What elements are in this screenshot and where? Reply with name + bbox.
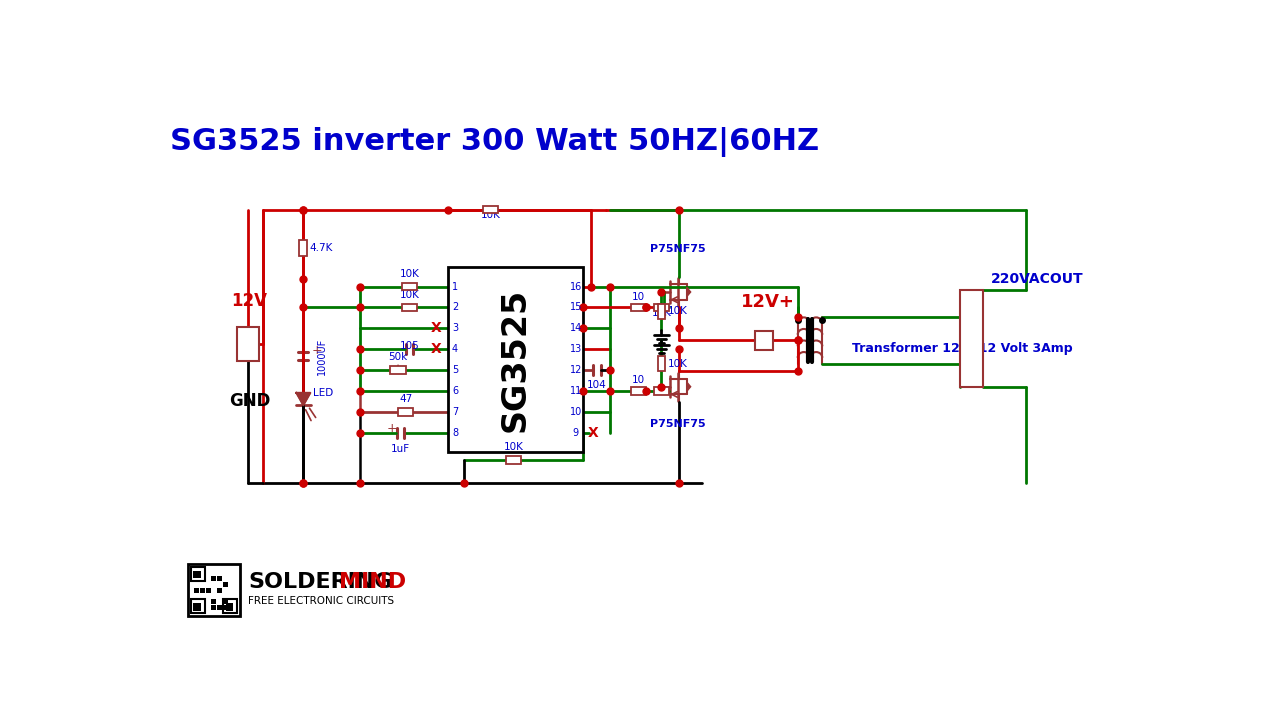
Bar: [237, 328, 259, 361]
Text: 10K: 10K: [503, 442, 524, 452]
Text: LED: LED: [314, 388, 334, 398]
Text: 10K: 10K: [480, 210, 500, 220]
Text: 10K: 10K: [399, 269, 420, 279]
Text: 11: 11: [570, 386, 582, 396]
Bar: [225, 603, 233, 611]
Bar: [218, 576, 221, 581]
Text: 4.7K: 4.7K: [310, 243, 333, 253]
Text: P75NF75: P75NF75: [650, 419, 705, 428]
Bar: [631, 387, 646, 395]
Text: 7: 7: [452, 407, 458, 417]
Bar: [193, 603, 201, 611]
Text: 16: 16: [570, 282, 582, 292]
Text: 4: 4: [452, 344, 458, 354]
Text: 6: 6: [452, 386, 458, 396]
Text: 9: 9: [573, 428, 579, 438]
Text: P75NF75: P75NF75: [650, 244, 705, 254]
Text: 3: 3: [452, 323, 458, 333]
Text: 12V+: 12V+: [741, 293, 795, 311]
Bar: [218, 606, 221, 610]
Text: 1: 1: [760, 336, 767, 346]
Bar: [211, 599, 215, 604]
Bar: [631, 304, 646, 311]
Bar: [483, 206, 498, 213]
Bar: [654, 304, 669, 311]
Text: 5: 5: [452, 365, 458, 375]
Text: MIND: MIND: [339, 572, 406, 592]
Bar: [755, 331, 773, 350]
Text: SOLDERING: SOLDERING: [248, 572, 393, 592]
Bar: [398, 408, 413, 416]
Text: 10: 10: [632, 375, 645, 385]
Text: 10K: 10K: [668, 359, 687, 369]
Bar: [223, 599, 228, 604]
Text: FREE ELECTRONIC CIRCUITS: FREE ELECTRONIC CIRCUITS: [248, 596, 394, 606]
Text: 105: 105: [399, 341, 420, 351]
Bar: [195, 588, 198, 593]
Polygon shape: [297, 393, 310, 405]
Text: 50k: 50k: [388, 353, 407, 362]
Text: 10K: 10K: [652, 307, 671, 318]
Bar: [402, 283, 417, 290]
Text: 47: 47: [399, 395, 412, 405]
Bar: [390, 366, 406, 374]
Text: 14: 14: [570, 323, 582, 333]
Bar: [402, 304, 417, 311]
Text: 1: 1: [968, 324, 975, 334]
Polygon shape: [687, 382, 691, 391]
Text: 10K: 10K: [399, 289, 420, 300]
Text: 220VACOUT: 220VACOUT: [991, 271, 1084, 286]
Text: 13: 13: [570, 344, 582, 354]
Text: 12V: 12V: [232, 292, 268, 310]
Text: 8: 8: [452, 428, 458, 438]
Text: 104: 104: [586, 380, 607, 390]
Text: 2: 2: [452, 302, 458, 312]
Text: 12: 12: [570, 365, 582, 375]
Bar: [658, 304, 666, 319]
Bar: [960, 290, 983, 387]
Text: GND: GND: [229, 392, 270, 410]
Bar: [188, 564, 241, 616]
Bar: [211, 576, 215, 581]
Polygon shape: [687, 287, 691, 297]
Bar: [218, 588, 221, 593]
Text: 2: 2: [968, 343, 975, 353]
Text: 1: 1: [452, 282, 458, 292]
Text: SG3525 inverter 300 Watt 50HZ|60HZ: SG3525 inverter 300 Watt 50HZ|60HZ: [170, 127, 819, 157]
Text: 1uF: 1uF: [390, 444, 410, 454]
Text: +: +: [311, 344, 323, 357]
Bar: [223, 582, 228, 587]
Text: 15: 15: [570, 302, 582, 312]
Text: 1000UF: 1000UF: [317, 337, 328, 374]
Text: +: +: [387, 422, 397, 435]
Text: SG3525: SG3525: [499, 287, 532, 432]
Text: 1: 1: [244, 346, 251, 356]
Bar: [200, 588, 205, 593]
Bar: [223, 599, 237, 613]
Text: 10: 10: [632, 292, 645, 302]
Text: X: X: [431, 321, 442, 336]
Text: X: X: [431, 342, 442, 356]
Text: Transformer 12-0-12 Volt 3Amp: Transformer 12-0-12 Volt 3Amp: [852, 342, 1073, 355]
Bar: [193, 571, 201, 578]
Bar: [211, 606, 215, 610]
Bar: [506, 456, 521, 464]
Text: 2: 2: [244, 333, 251, 343]
Text: 10K: 10K: [668, 306, 687, 316]
Bar: [654, 387, 669, 395]
Bar: [191, 567, 205, 581]
Bar: [206, 588, 211, 593]
Bar: [191, 599, 205, 613]
Bar: [300, 240, 307, 256]
Text: X: X: [588, 426, 598, 440]
Text: 10: 10: [570, 407, 582, 417]
Bar: [223, 606, 228, 610]
Bar: [448, 267, 582, 452]
Bar: [658, 356, 666, 372]
